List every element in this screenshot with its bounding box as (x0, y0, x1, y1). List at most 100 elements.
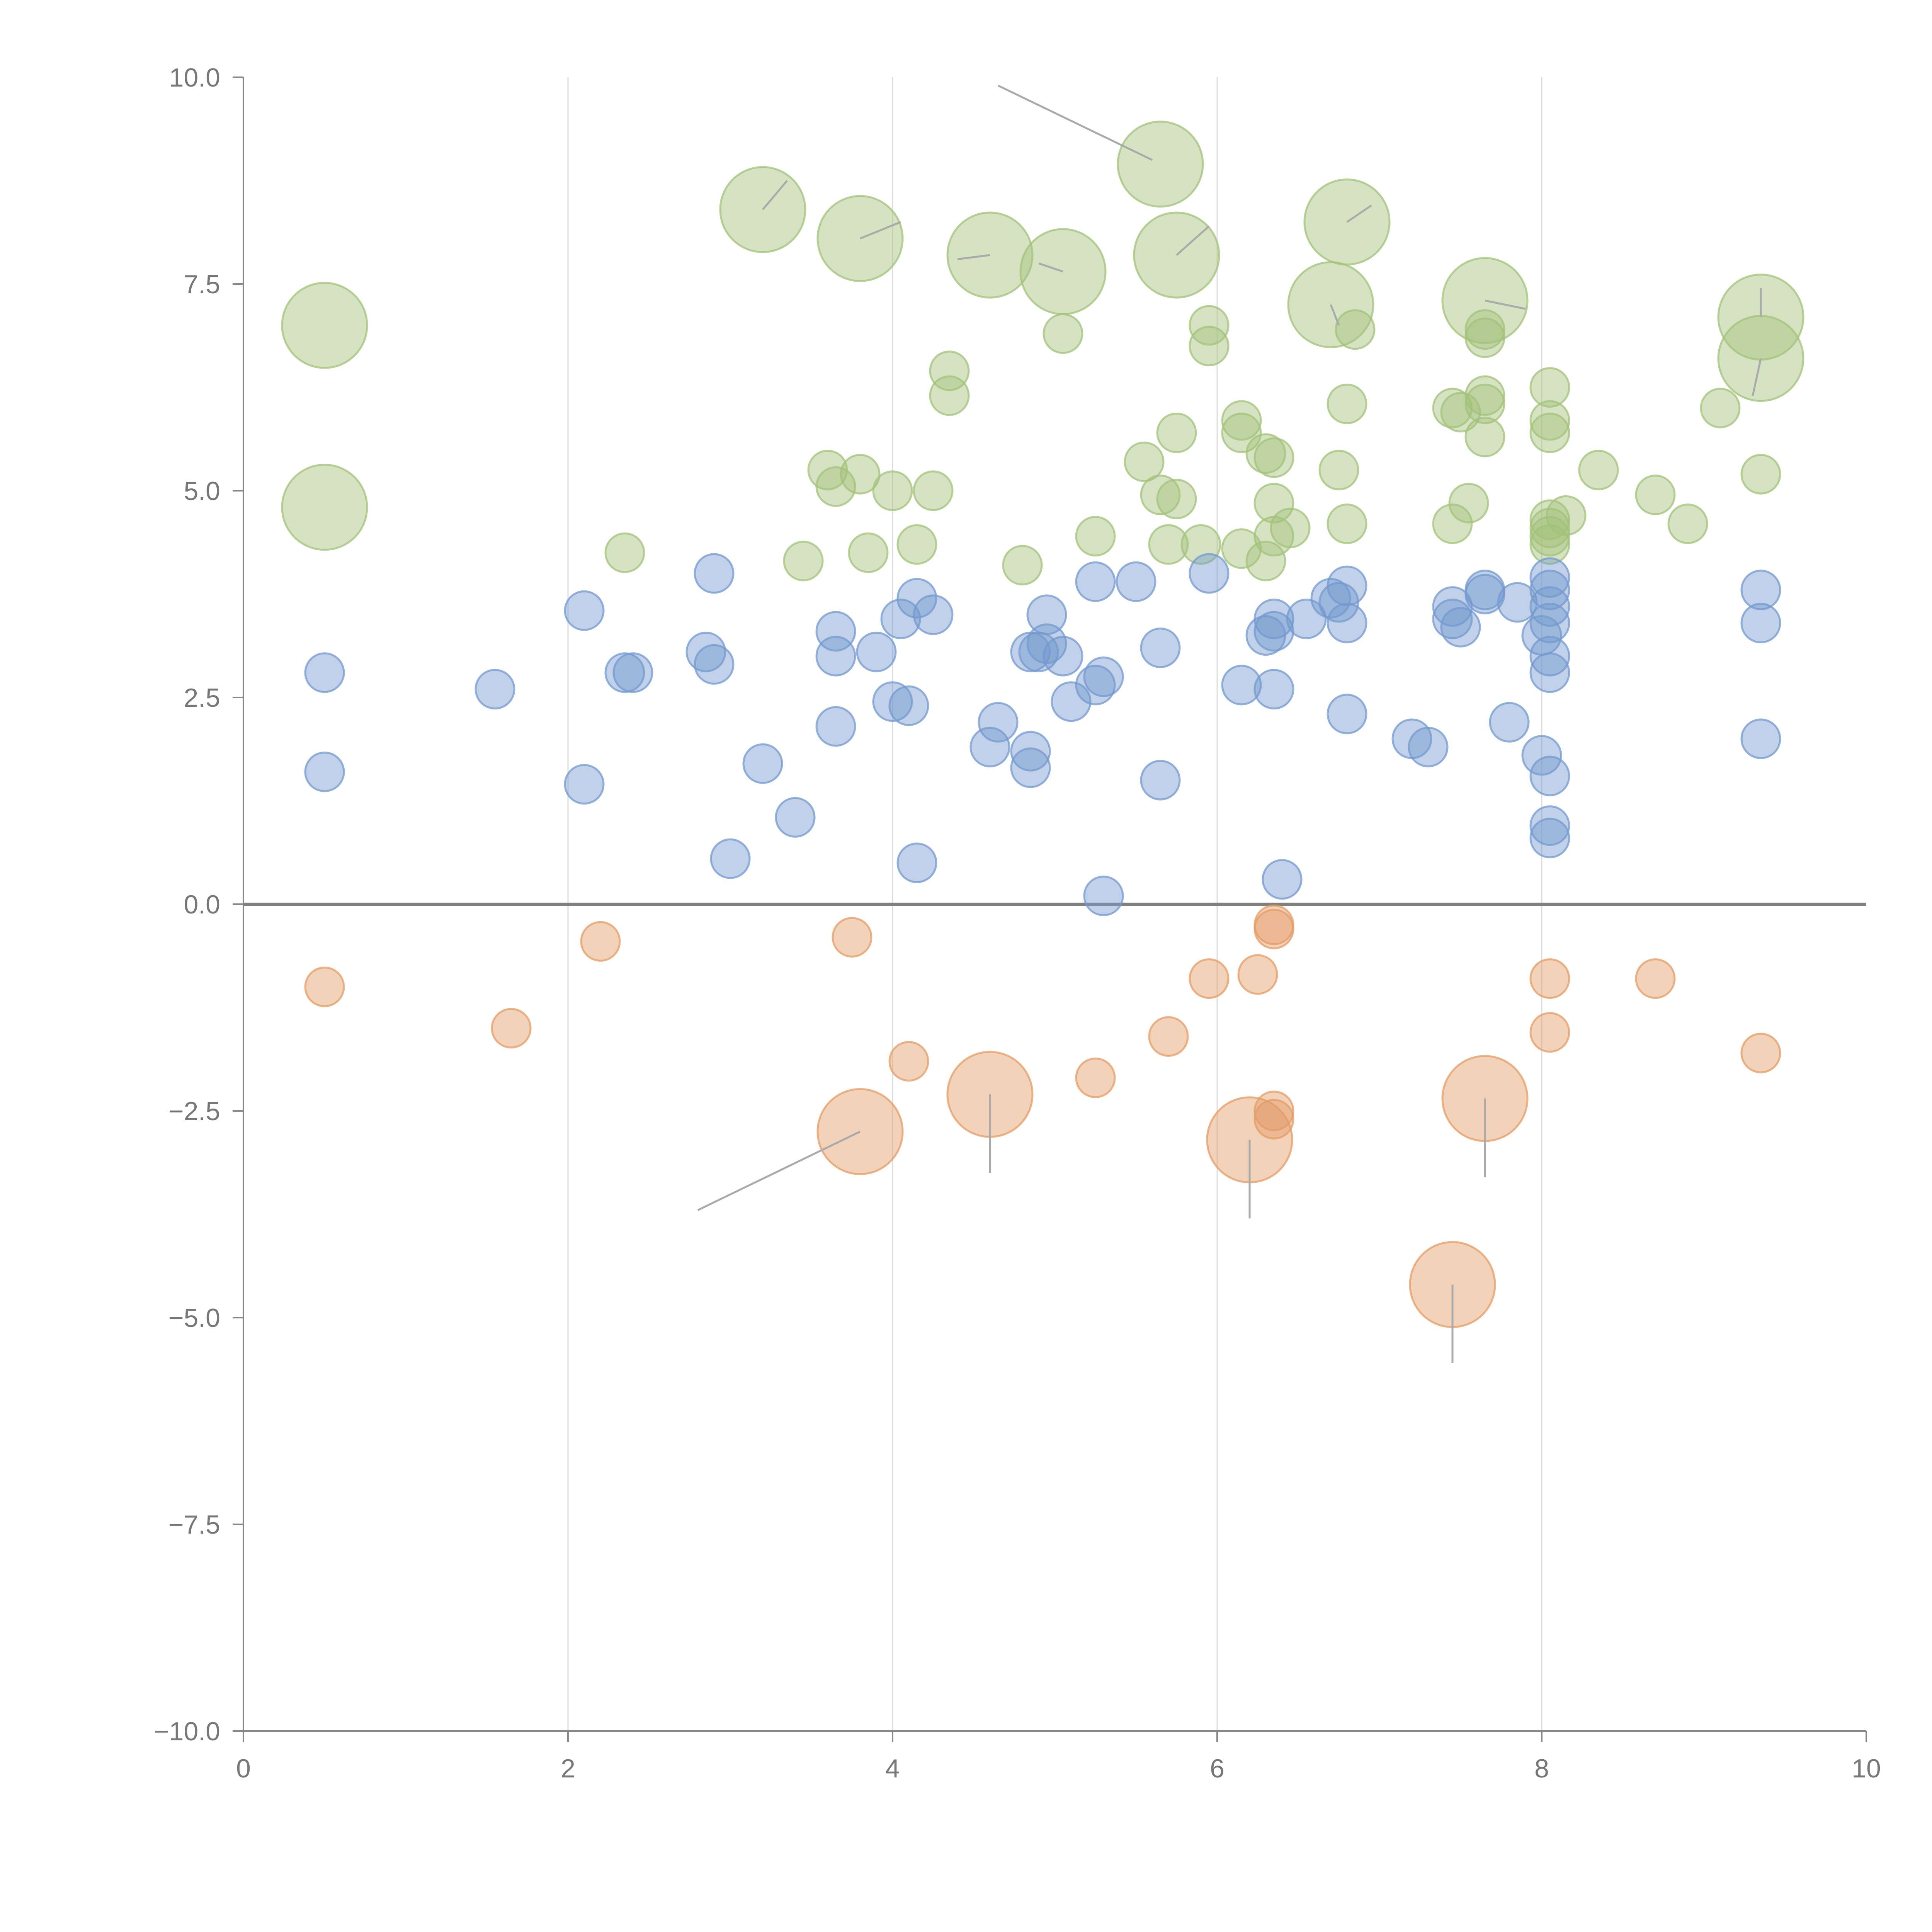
bubble-mid (896, 578, 937, 619)
bubble-mid (1262, 859, 1303, 900)
bubble-high (1156, 478, 1197, 519)
bubble-high (604, 532, 645, 573)
x-tick-label: 4 (885, 1754, 900, 1783)
bubble-high (1700, 388, 1741, 429)
bubble-negative (1075, 1057, 1116, 1098)
bubble-negative (491, 1008, 532, 1049)
bubble-high (848, 532, 889, 573)
bubble-negative (1189, 958, 1230, 999)
bubble-high (1578, 450, 1619, 490)
bubble-mid (1529, 755, 1570, 796)
bubble-high (1529, 412, 1570, 453)
y-tick-label: 0.0 (184, 890, 220, 919)
bubble-high (896, 524, 937, 565)
bubble-mid (1740, 570, 1781, 611)
y-tick-label: 7.5 (184, 270, 220, 299)
x-tick-label: 0 (236, 1754, 251, 1783)
bubble-high (281, 282, 368, 369)
bubble-high (913, 470, 954, 511)
bubble-high (1529, 516, 1570, 557)
bubble-mid (1075, 665, 1116, 706)
bubble-mid (1286, 599, 1327, 639)
bubble-mid (1327, 694, 1367, 735)
bubble-mid (1529, 586, 1570, 627)
leader-line (762, 180, 788, 211)
leader-line (1752, 358, 1762, 396)
bubble-high (1117, 121, 1204, 208)
leader-line (860, 221, 901, 240)
leader-line (1038, 262, 1063, 273)
y-tick-label: 5.0 (184, 476, 220, 506)
bubble-mid (1740, 602, 1781, 643)
bubble-high (1221, 400, 1262, 441)
bubble-high (1529, 400, 1570, 441)
bubble-high (281, 464, 368, 551)
bubble-negative (1237, 954, 1278, 995)
bubble-high (929, 350, 970, 391)
bubble-negative (304, 966, 345, 1007)
bubble-mid (815, 706, 856, 747)
bubble-mid (1432, 586, 1473, 627)
bubble-mid (969, 726, 1010, 767)
bubble-mid (1051, 681, 1092, 722)
bubble-high (1327, 383, 1367, 424)
bubble-mid (685, 631, 726, 672)
bubble-mid (1529, 805, 1570, 846)
bubble-high (1221, 412, 1262, 453)
bubble-high (1529, 499, 1570, 540)
bubble-mid (1116, 561, 1156, 602)
bubble-mid (1529, 652, 1570, 693)
bubble-high (1043, 313, 1083, 354)
bubble-mid (1529, 602, 1570, 643)
bubble-high (1189, 326, 1230, 366)
bubble-high (1667, 503, 1708, 544)
bubble-high (1464, 417, 1505, 457)
bubble-mid (1432, 599, 1473, 639)
bubble-negative (888, 1041, 929, 1082)
bubble-mid (888, 685, 929, 726)
bubble-mid (1740, 718, 1781, 759)
bubbles (281, 121, 1804, 1328)
x-tick-label: 2 (561, 1754, 575, 1783)
bubble-high (1221, 528, 1262, 569)
bubble-mid (1497, 582, 1538, 623)
bubble-mid (815, 611, 856, 652)
bubble-high (1124, 441, 1165, 482)
bubble-negative (1253, 908, 1294, 949)
bubble-mid (1075, 561, 1116, 602)
bubble-mid (896, 842, 937, 883)
bubble-high (1464, 383, 1505, 424)
bubble-high (1253, 483, 1294, 524)
y-tick-label: −5.0 (168, 1303, 220, 1333)
bubble-mid (815, 636, 856, 677)
bubble-high (1335, 309, 1376, 350)
bubble-negative (1253, 1099, 1294, 1139)
bubble-mid (1408, 726, 1449, 767)
bubble-high (1245, 541, 1286, 582)
bubble-mid (612, 652, 653, 693)
bubble-high (783, 541, 824, 582)
bubble-mid (775, 797, 816, 838)
bubble-high (840, 454, 881, 495)
bubble-negative (1529, 958, 1570, 999)
bubble-negative (1740, 1032, 1781, 1073)
bubble-mid (742, 743, 783, 784)
bubble-high (1546, 495, 1587, 536)
y-tick-label: 10.0 (169, 63, 220, 92)
bubble-mid (913, 594, 954, 635)
bubble-high (929, 375, 970, 416)
bubble-high (1140, 474, 1181, 515)
bubble-mid (1253, 669, 1294, 710)
bubble-high (1529, 507, 1570, 548)
bubble-high (1318, 450, 1359, 490)
bubble-mid (1221, 665, 1262, 706)
bubble-mid (978, 702, 1019, 743)
bubble-mid (1140, 760, 1181, 801)
bubble-high (1464, 375, 1505, 416)
bubble-high (1327, 503, 1367, 544)
bubble-high (815, 466, 856, 507)
bubble-mid (1529, 557, 1570, 598)
bubble-high (1253, 437, 1294, 478)
bubble-negative (1529, 1012, 1570, 1053)
